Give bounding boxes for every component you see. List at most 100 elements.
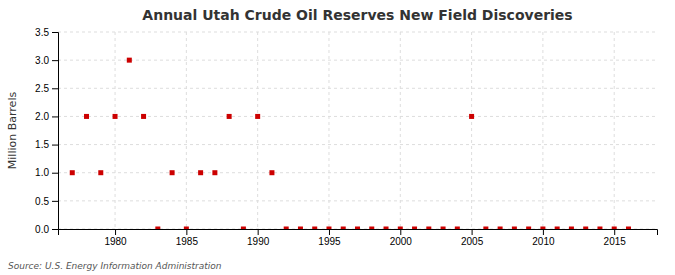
x-tick-mark xyxy=(400,229,401,235)
point xyxy=(170,170,175,175)
point xyxy=(412,227,417,230)
x-tick: 1995 xyxy=(318,229,341,247)
point xyxy=(241,227,246,230)
y-tick-label: 0.5 xyxy=(35,196,49,207)
x-tick-mark xyxy=(186,229,187,235)
x-tick-mark xyxy=(115,229,116,235)
point xyxy=(212,170,217,175)
grid-line-y xyxy=(58,172,657,173)
grid-line-x xyxy=(115,32,116,229)
point xyxy=(369,227,374,230)
y-tick-mark xyxy=(52,60,58,61)
point xyxy=(398,227,403,230)
point xyxy=(184,227,189,230)
point xyxy=(555,227,560,230)
point xyxy=(98,170,103,175)
x-tick: 1985 xyxy=(176,229,199,247)
point xyxy=(512,227,517,230)
point xyxy=(341,227,346,230)
x-tick: 2000 xyxy=(390,229,413,247)
y-tick-mark xyxy=(52,88,58,89)
x-tick-label: 2010 xyxy=(532,236,555,247)
y-tick: 2.5 xyxy=(35,83,58,94)
source-note: Source: U.S. Energy Information Administ… xyxy=(8,261,222,271)
grid-line-x xyxy=(186,32,187,229)
y-tick-mark xyxy=(52,173,58,174)
point xyxy=(612,227,617,230)
grid-line-x xyxy=(257,32,258,229)
point xyxy=(255,114,260,119)
point xyxy=(198,170,203,175)
grid-line-y xyxy=(58,32,657,33)
x-tick: 1990 xyxy=(247,229,270,247)
point xyxy=(483,227,488,230)
point xyxy=(355,227,360,230)
grid-line-x xyxy=(614,32,615,229)
point xyxy=(626,227,631,230)
y-tick-label: 3.0 xyxy=(35,55,49,66)
y-axis: 0.0 0.5 1.0 1.5 2.0 2.5 3.0 3.5 xyxy=(35,27,58,235)
plot: 1980 1985 1990 1995 2000 2005 2010 2015 0.0 0.5 1.… xyxy=(35,27,657,247)
y-tick: 0.5 xyxy=(35,196,58,207)
x-tick-label: 1995 xyxy=(318,236,341,247)
y-tick: 1.0 xyxy=(35,167,58,178)
grid-line-x xyxy=(471,32,472,229)
x-tick-label: 2000 xyxy=(390,236,413,247)
y-tick: 3.5 xyxy=(35,27,58,38)
point xyxy=(70,170,75,175)
x-tick-label: 2005 xyxy=(461,236,484,247)
y-axis-title: Million Barrels xyxy=(6,92,19,170)
x-tick-label: 1990 xyxy=(247,236,270,247)
point xyxy=(312,227,317,230)
x-tick-mark xyxy=(472,229,473,235)
y-tick: 3.0 xyxy=(35,55,58,66)
point xyxy=(141,114,146,119)
point xyxy=(127,58,132,63)
y-tick-label: 3.5 xyxy=(35,27,49,38)
point xyxy=(426,227,431,230)
x-axis-line xyxy=(59,230,658,236)
point xyxy=(441,227,446,230)
point xyxy=(540,227,545,230)
grid-line-y xyxy=(58,60,657,61)
y-tick-label: 1.5 xyxy=(35,139,49,150)
y-axis-line xyxy=(52,33,59,230)
grid xyxy=(58,32,657,229)
point xyxy=(84,114,89,119)
x-tick-mark xyxy=(258,229,259,235)
grid-line-x xyxy=(328,32,329,229)
x-tick: 2015 xyxy=(604,229,627,247)
y-tick: 0.0 xyxy=(35,224,58,235)
y-tick-label: 0.0 xyxy=(35,224,49,235)
x-tick-label: 1985 xyxy=(176,236,199,247)
point xyxy=(498,227,503,230)
grid-line-y xyxy=(58,116,657,117)
point xyxy=(469,114,474,119)
point xyxy=(455,227,460,230)
x-tick: 1980 xyxy=(104,229,127,247)
y-tick-label: 1.0 xyxy=(35,167,49,178)
grid-line-x xyxy=(400,32,401,229)
x-tick-label: 1980 xyxy=(104,236,127,247)
y-tick: 2.0 xyxy=(35,111,58,122)
point xyxy=(284,227,289,230)
title: Annual Utah Crude Oil Reserves New Field… xyxy=(142,7,572,23)
y-tick-mark xyxy=(52,145,58,146)
point xyxy=(326,227,331,230)
x-tick-mark xyxy=(614,229,615,235)
grid-line-y xyxy=(58,144,657,145)
y-tick-label: 2.5 xyxy=(35,83,49,94)
grid-line-y xyxy=(58,200,657,201)
point xyxy=(113,114,118,119)
x-tick: 2010 xyxy=(532,229,555,247)
y-tick-mark xyxy=(52,201,58,202)
y-tick-mark xyxy=(52,229,58,230)
x-tick-mark xyxy=(543,229,544,235)
x-tick-label: 2015 xyxy=(604,236,627,247)
y-tick-label: 2.0 xyxy=(35,111,49,122)
grid-line-x xyxy=(542,32,543,229)
point xyxy=(569,227,574,230)
grid-line-y xyxy=(58,88,657,89)
point xyxy=(298,227,303,230)
points xyxy=(70,58,631,229)
